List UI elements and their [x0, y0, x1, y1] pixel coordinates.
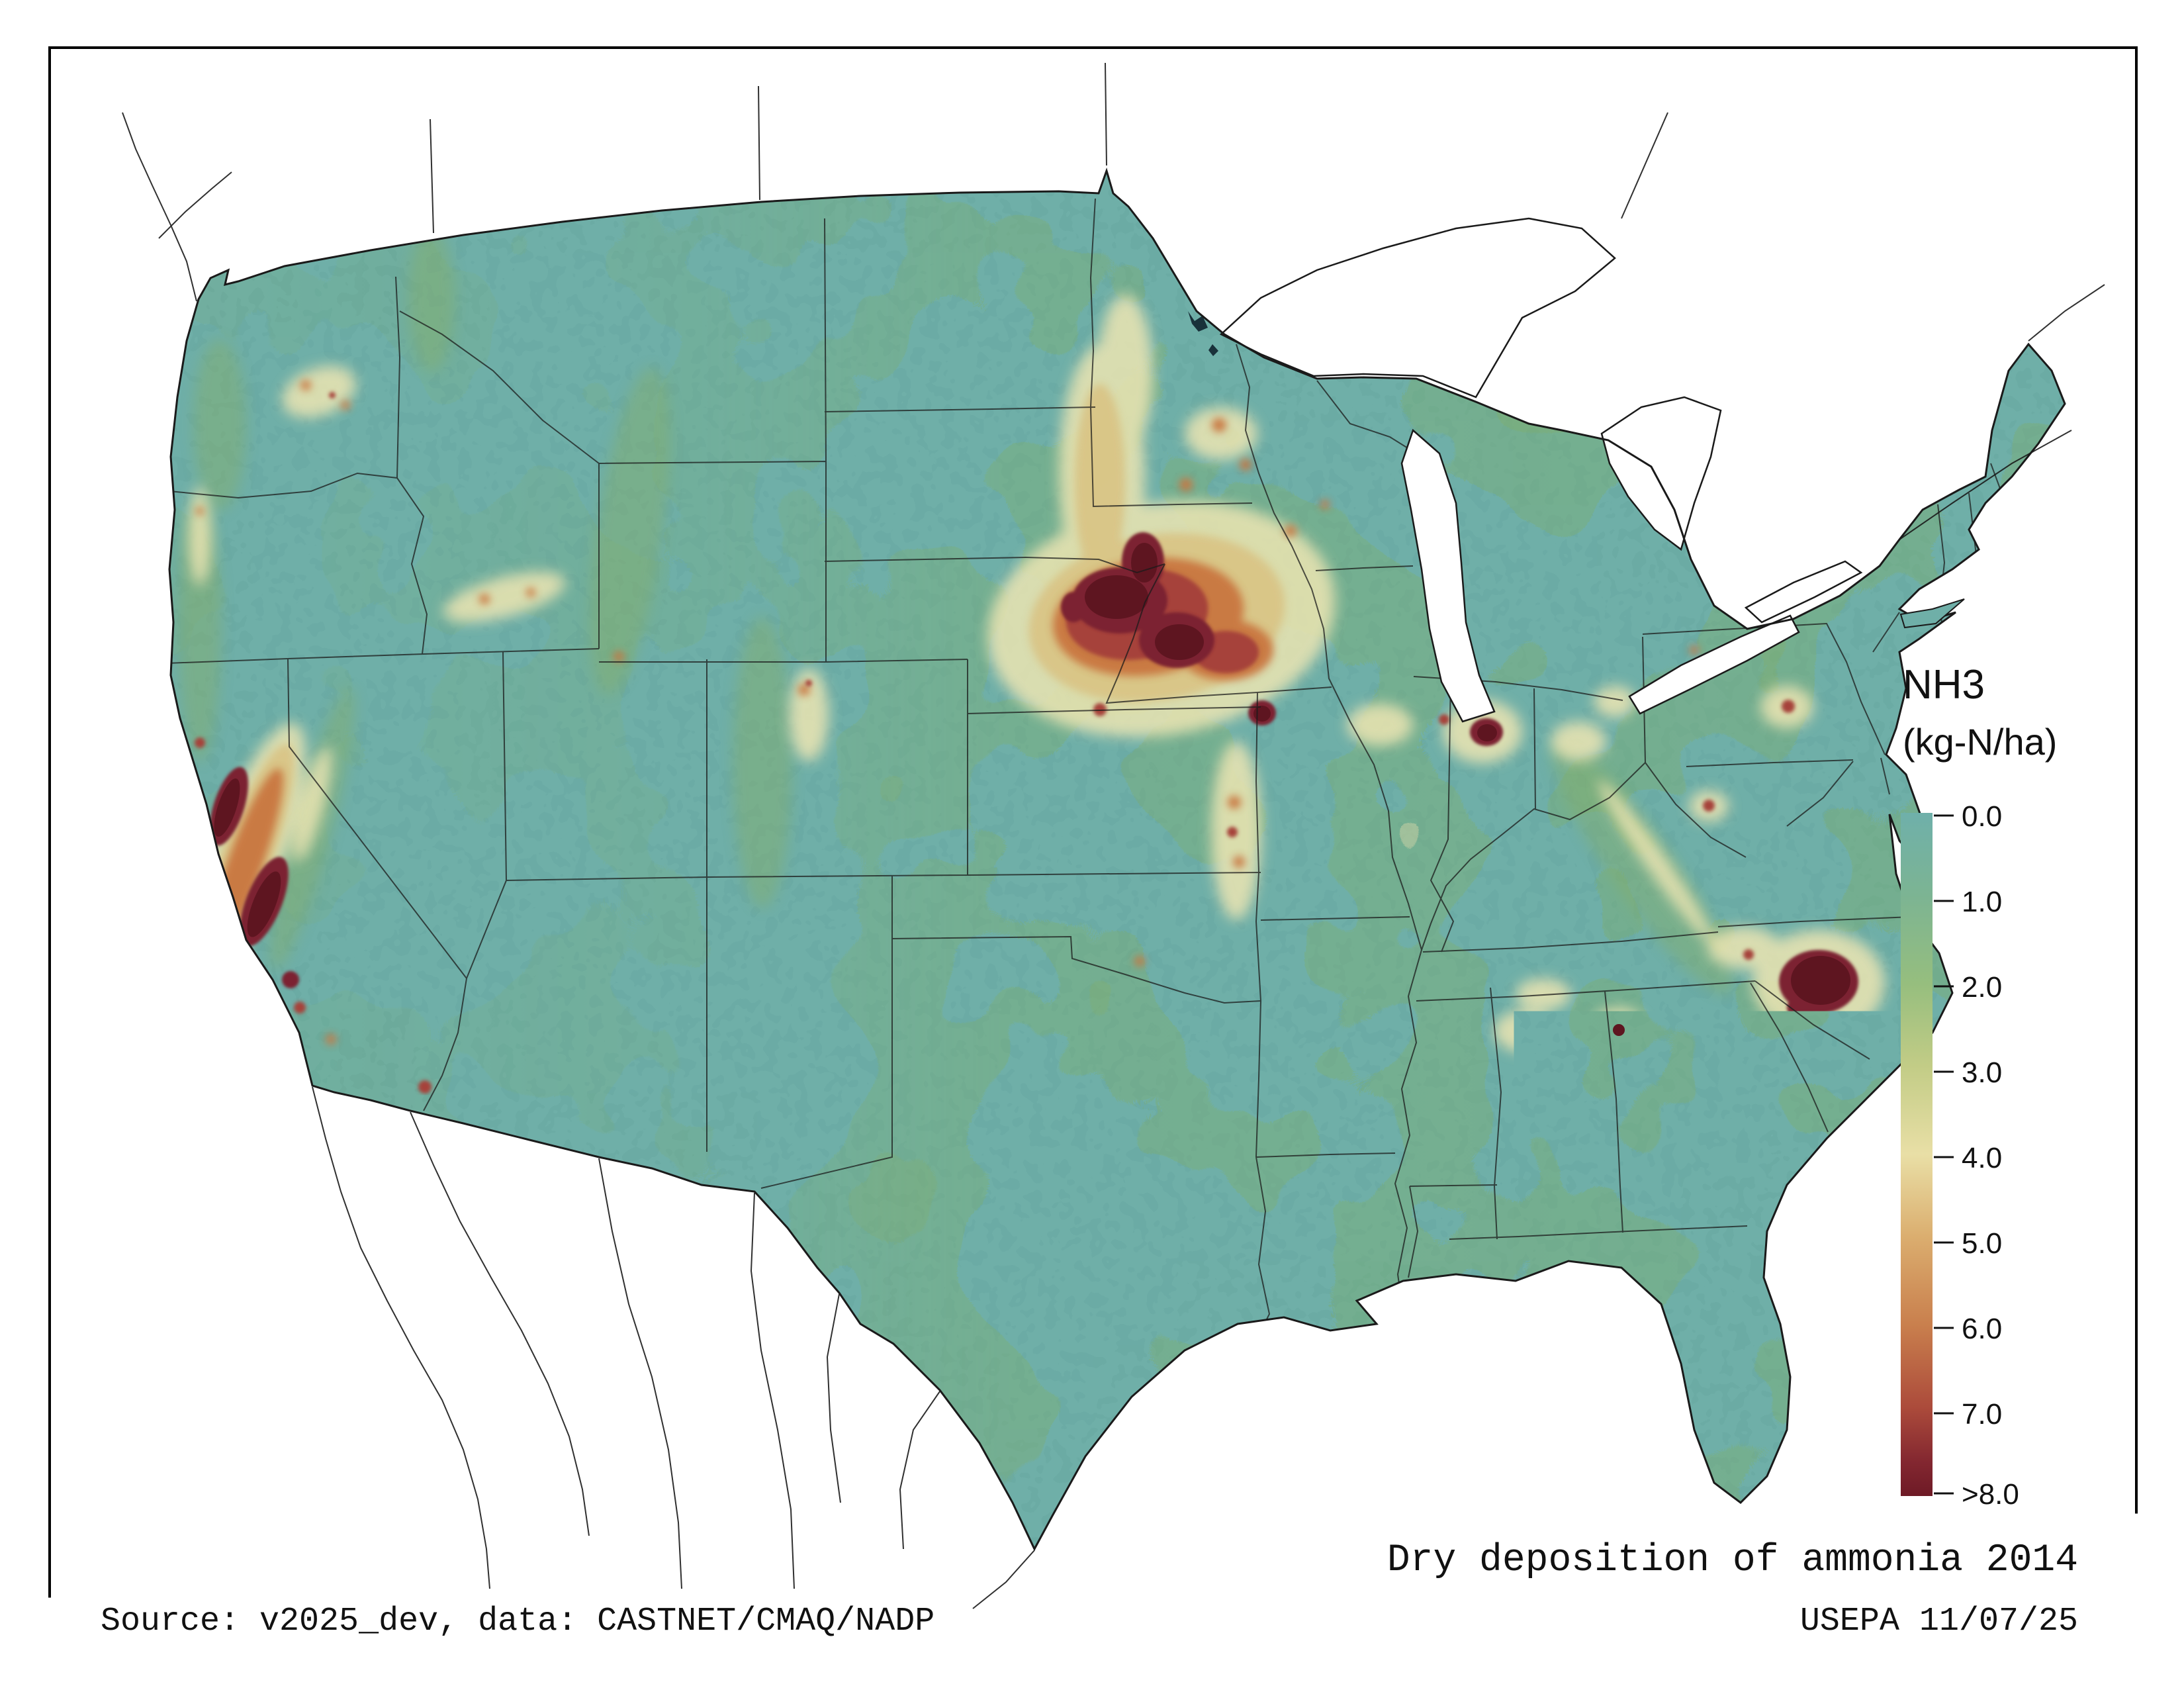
legend-tick-labels: 0.0 1.0 2.0 3.0 4.0 5.0 6.0 7.0 >8.0: [1962, 800, 2019, 1511]
deposition-raster-layers: [119, 165, 2078, 1589]
legend-tick-label: 0.0: [1962, 800, 2002, 833]
legend-tick-label: 7.0: [1962, 1398, 2002, 1430]
legend-tick-label: 3.0: [1962, 1056, 2002, 1089]
legend-units: (kg-N/ha): [1903, 721, 2057, 763]
figure-title: Dry deposition of ammonia 2014: [1387, 1539, 2078, 1582]
legend-tick-label: 4.0: [1962, 1142, 2002, 1174]
legend-tick-label: 5.0: [1962, 1227, 2002, 1260]
legend-tick-label: 2.0: [1962, 971, 2002, 1004]
legend-tick-label: 1.0: [1962, 886, 2002, 918]
agency-date-caption: USEPA 11/07/25: [1800, 1603, 2078, 1640]
legend-title: NH3: [1903, 662, 1985, 708]
source-caption: Source: v2025_dev, data: CASTNET/CMAQ/NA…: [101, 1603, 934, 1640]
deposition-map-figure: NH3 (kg-N/ha) 0.0 1.0 2.0 3.0 4.0 5.0 6.…: [0, 0, 2184, 1688]
legend-tick-label: >8.0: [1962, 1478, 2019, 1511]
legend: NH3 (kg-N/ha) 0.0 1.0 2.0 3.0 4.0 5.0 6.…: [1901, 662, 2057, 1511]
legend-colorbar: [1901, 813, 1933, 1496]
legend-tick-marks: [1934, 816, 1954, 1493]
legend-tick-label: 6.0: [1962, 1313, 2002, 1345]
